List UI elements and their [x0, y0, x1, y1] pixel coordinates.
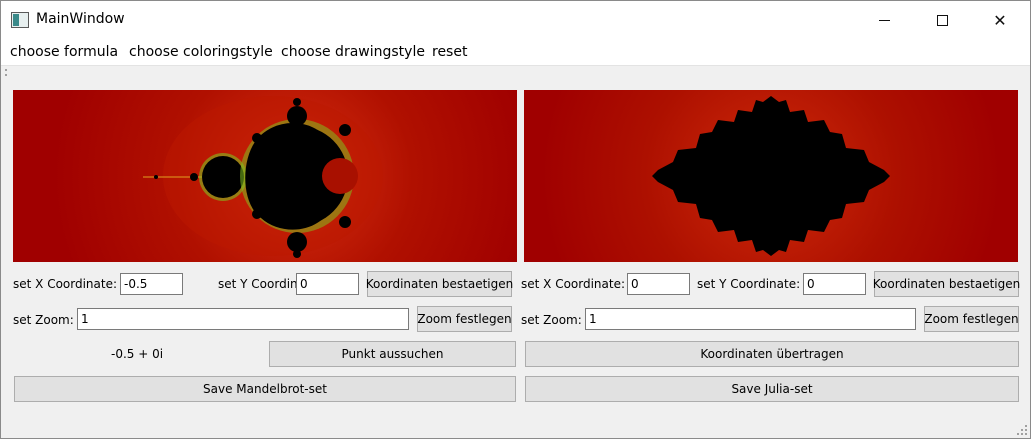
close-icon: ✕ [993, 10, 1007, 30]
close-button[interactable]: ✕ [971, 1, 1029, 39]
mandelbrot-canvas[interactable] [13, 90, 517, 262]
julia-canvas[interactable] [524, 90, 1018, 262]
julia-confirm-coordinates-button[interactable]: Koordinaten bestaetigen [873, 271, 1020, 297]
menu-bar: choose formula choose coloringstyle choo… [1, 39, 1030, 65]
julia-image [524, 90, 1018, 262]
save-mandelbrot-button[interactable]: Save Mandelbrot-set [14, 376, 516, 402]
menu-choose-coloringstyle[interactable]: choose coloringstyle [129, 44, 273, 60]
mandelbrot-confirm-coordinates-button[interactable]: Koordinaten bestaetigen [366, 271, 513, 297]
julia-zoom-button[interactable]: Zoom festlegen [924, 306, 1019, 332]
maximize-button[interactable] [913, 1, 971, 39]
point-readout: -0.5 + 0i [111, 347, 164, 361]
toolbar-area [1, 65, 1030, 78]
save-julia-button[interactable]: Save Julia-set [525, 376, 1019, 402]
minimize-button[interactable] [855, 1, 913, 39]
menu-choose-formula[interactable]: choose formula [10, 44, 119, 60]
mandelbrot-y-label: set Y Coordinate: [218, 277, 322, 291]
julia-zoom-label: set Zoom: [521, 313, 582, 327]
julia-x-label: set X Coordinate: [521, 277, 626, 291]
mandelbrot-y-input[interactable]: 0 [296, 273, 359, 295]
transfer-coordinates-button[interactable]: Koordinaten übertragen [525, 341, 1019, 367]
mandelbrot-image [13, 90, 517, 262]
julia-y-label: set Y Coordinate: [697, 277, 801, 291]
minimize-icon [878, 19, 890, 21]
pick-point-button[interactable]: Punkt aussuchen [269, 341, 516, 367]
window-title: MainWindow [36, 11, 125, 27]
mandelbrot-zoom-label: set Zoom: [13, 313, 74, 327]
mandelbrot-zoom-button[interactable]: Zoom festlegen [417, 306, 512, 332]
julia-y-input[interactable]: 0 [803, 273, 866, 295]
menu-choose-drawingstyle[interactable]: choose drawingstyle [281, 44, 425, 60]
menu-reset[interactable]: reset [432, 44, 468, 60]
maximize-icon [936, 14, 948, 26]
mandelbrot-x-label: set X Coordinate: [13, 277, 118, 291]
app-window-icon [11, 12, 29, 28]
resize-grip-icon[interactable] [1017, 425, 1027, 435]
julia-zoom-input[interactable]: 1 [585, 308, 916, 330]
title-bar[interactable]: MainWindow ✕ [1, 1, 1030, 39]
mandelbrot-x-input[interactable]: -0.5 [120, 273, 183, 295]
julia-x-input[interactable]: 0 [627, 273, 690, 295]
mandelbrot-zoom-input[interactable]: 1 [77, 308, 409, 330]
toolbar-grip-handle[interactable] [5, 69, 7, 76]
